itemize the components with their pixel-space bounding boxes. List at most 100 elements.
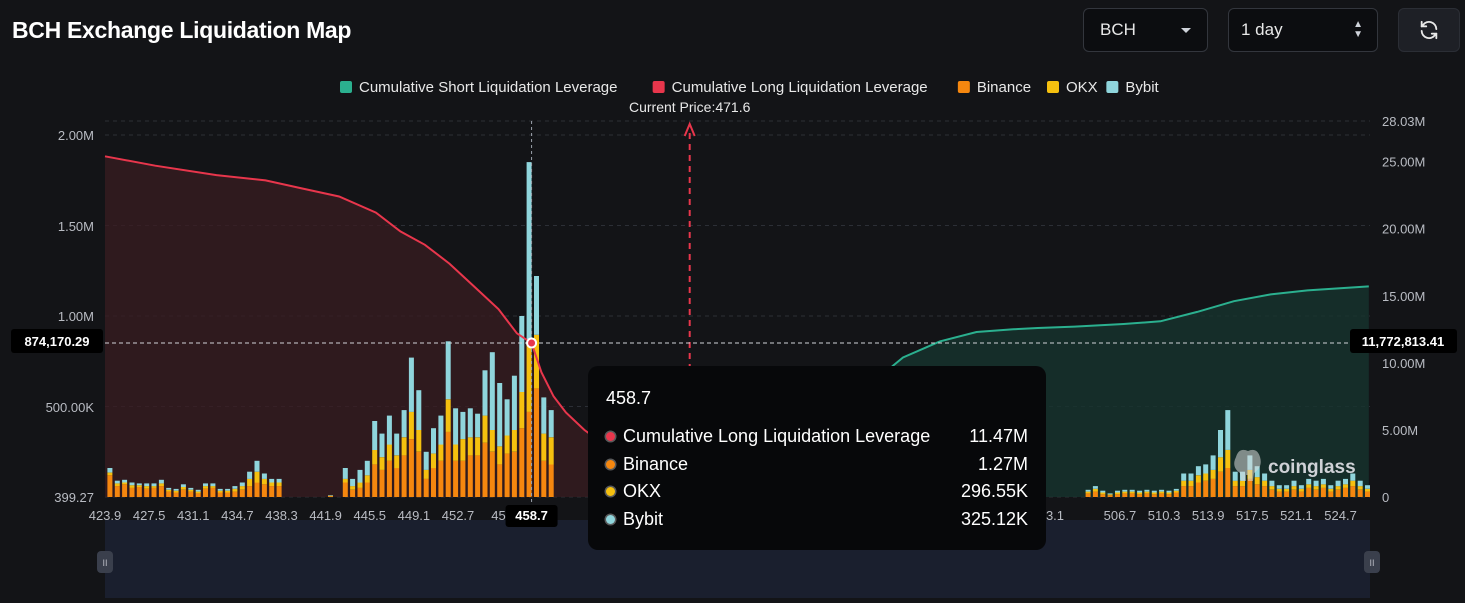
bar-binance bbox=[1122, 493, 1128, 497]
bar-binance bbox=[217, 492, 223, 497]
bar-okx bbox=[247, 478, 253, 487]
bar-binance bbox=[1284, 491, 1290, 497]
bar-bybit bbox=[210, 483, 216, 487]
coinglass-logo-shape bbox=[1234, 449, 1261, 481]
bar-okx bbox=[1144, 491, 1150, 494]
bar-okx bbox=[1092, 488, 1098, 492]
bar-okx bbox=[408, 411, 414, 439]
bar-binance bbox=[482, 442, 488, 497]
bar-binance bbox=[1144, 493, 1150, 497]
bar-okx bbox=[453, 444, 459, 461]
bar-binance bbox=[497, 464, 503, 497]
bar-binance bbox=[1357, 489, 1363, 497]
bar-okx bbox=[379, 457, 385, 470]
bar-bybit bbox=[504, 399, 510, 436]
bar-binance bbox=[519, 428, 525, 497]
bar-binance bbox=[1107, 495, 1113, 497]
bar-binance bbox=[1100, 494, 1106, 497]
bar-binance bbox=[261, 484, 267, 497]
bar-binance bbox=[453, 460, 459, 497]
scroll-handle-left bbox=[97, 551, 113, 573]
crosshair-point bbox=[526, 337, 538, 349]
bar-binance bbox=[1254, 484, 1260, 497]
bar-bybit bbox=[1225, 410, 1231, 450]
bar-okx bbox=[1306, 484, 1312, 488]
scroll-handle-right bbox=[1364, 551, 1380, 573]
bar-bybit bbox=[548, 410, 554, 438]
bar-okx bbox=[475, 437, 481, 456]
bar-bybit bbox=[519, 316, 525, 392]
bar-bybit bbox=[151, 483, 157, 487]
x-tick-label: 434.7 bbox=[221, 508, 254, 523]
bar-bybit bbox=[1291, 480, 1297, 487]
bar-bybit bbox=[1306, 478, 1312, 485]
bar-bybit bbox=[357, 469, 363, 483]
symbol-select-value: BCH bbox=[1100, 20, 1136, 39]
time-range-select[interactable]: 1 day ▲ ▼ bbox=[1228, 8, 1378, 52]
bar-okx bbox=[1137, 492, 1143, 495]
bar-bybit bbox=[1254, 466, 1260, 478]
bar-binance bbox=[379, 469, 385, 497]
bar-okx bbox=[534, 334, 539, 389]
bar-okx bbox=[1151, 492, 1157, 495]
crosshair-left-label: 874,170.29 bbox=[24, 334, 89, 349]
bar-bybit bbox=[217, 488, 223, 491]
bar-binance bbox=[1276, 491, 1282, 497]
bar-binance bbox=[276, 486, 282, 497]
bar-bybit bbox=[1166, 490, 1172, 493]
bar-okx bbox=[1100, 492, 1106, 495]
bar-okx bbox=[180, 487, 186, 490]
tooltip-label: Binance bbox=[623, 453, 689, 474]
bar-bybit bbox=[1343, 478, 1348, 485]
bar-binance bbox=[136, 487, 142, 497]
chart-tooltip: 458.7 Cumulative Long Liquidation Levera… bbox=[588, 366, 1046, 550]
bar-binance bbox=[342, 482, 348, 497]
bar-okx bbox=[1218, 457, 1223, 472]
bar-okx bbox=[1357, 486, 1363, 490]
bar-okx bbox=[261, 478, 267, 485]
bar-bybit bbox=[1203, 464, 1209, 474]
bar-binance bbox=[350, 489, 356, 497]
bar-okx bbox=[489, 430, 495, 452]
x-tick-label: 423.9 bbox=[89, 508, 122, 523]
bar-bybit bbox=[1269, 480, 1275, 487]
bar-okx bbox=[217, 490, 223, 493]
bar-bybit bbox=[114, 480, 120, 484]
symbol-select[interactable]: BCH bbox=[1083, 8, 1208, 52]
bar-bybit bbox=[489, 352, 495, 430]
bar-bybit bbox=[1151, 490, 1157, 493]
bar-okx bbox=[386, 444, 392, 461]
bar-okx bbox=[357, 482, 363, 488]
bar-okx bbox=[129, 485, 135, 488]
bar-binance bbox=[239, 489, 245, 497]
bar-okx bbox=[511, 430, 517, 452]
bar-bybit bbox=[379, 433, 385, 458]
tooltip-row-bybit: Bybit 325.12K bbox=[606, 506, 1028, 534]
bar-okx bbox=[548, 437, 554, 465]
bar-bybit bbox=[203, 483, 208, 487]
bar-binance bbox=[541, 460, 547, 497]
bar-okx bbox=[1335, 486, 1341, 490]
y-right-tick-label: 0 bbox=[1382, 490, 1389, 505]
bar-binance bbox=[1262, 486, 1268, 497]
refresh-button[interactable] bbox=[1398, 8, 1460, 52]
bar-okx bbox=[210, 486, 216, 488]
bar-binance bbox=[1195, 482, 1201, 497]
bar-binance bbox=[1137, 494, 1143, 497]
bar-bybit bbox=[342, 468, 348, 479]
bar-okx bbox=[1203, 473, 1209, 481]
long-cumulative-line bbox=[104, 155, 691, 498]
bar-binance bbox=[203, 488, 208, 497]
bar-bybit bbox=[1092, 486, 1098, 489]
bar-bybit bbox=[195, 489, 201, 492]
bar-bybit bbox=[1313, 480, 1319, 487]
y-left-tick-label: 500.00K bbox=[46, 400, 95, 415]
bar-binance bbox=[460, 460, 466, 497]
bar-binance bbox=[1335, 489, 1341, 497]
legend-label: OKX bbox=[1066, 79, 1098, 96]
tooltip-dot-binance bbox=[606, 459, 615, 469]
bar-binance bbox=[210, 487, 216, 497]
bar-bybit bbox=[497, 383, 503, 447]
bar-bybit bbox=[122, 479, 128, 483]
bar-bybit bbox=[1188, 473, 1194, 481]
